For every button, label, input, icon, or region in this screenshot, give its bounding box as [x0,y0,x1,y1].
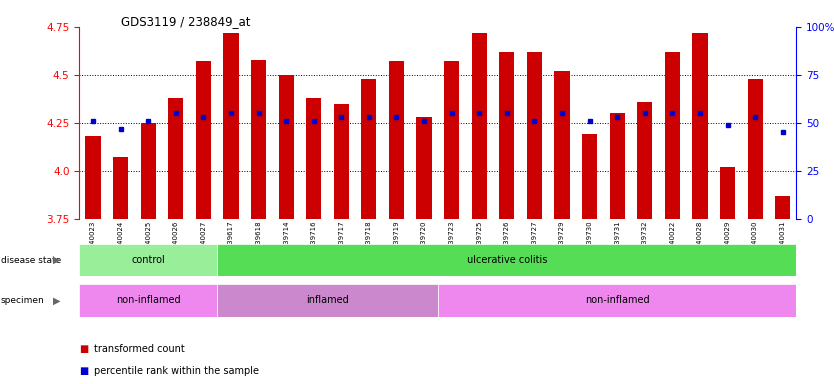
Text: disease state: disease state [1,256,61,265]
Bar [217,284,438,317]
Text: control: control [131,255,165,265]
Bar [637,102,652,219]
Bar [389,61,404,219]
Bar [251,60,266,219]
Bar [168,98,183,219]
Bar [610,113,625,219]
Bar [79,284,217,317]
Text: inflamed: inflamed [306,295,349,306]
Text: ▶: ▶ [53,255,60,265]
Bar [775,196,791,219]
Bar [85,136,101,219]
Text: ▶: ▶ [53,295,60,306]
Bar [217,244,796,276]
Bar [444,61,460,219]
Bar [747,79,762,219]
Bar [113,157,128,219]
Bar [79,244,217,276]
Text: percentile rank within the sample: percentile rank within the sample [94,366,259,376]
Bar [438,284,796,317]
Bar [334,104,349,219]
Text: ■: ■ [79,344,88,354]
Bar [555,71,570,219]
Bar [665,52,680,219]
Text: ulcerative colitis: ulcerative colitis [467,255,547,265]
Bar [196,61,211,219]
Bar [527,52,542,219]
Bar [500,52,515,219]
Text: specimen: specimen [1,296,44,305]
Bar [279,75,294,219]
Bar [472,33,487,219]
Bar [141,123,156,219]
Bar [720,167,735,219]
Bar [416,117,432,219]
Text: ■: ■ [79,366,88,376]
Text: non-inflamed: non-inflamed [585,295,650,306]
Bar [361,79,376,219]
Text: non-inflamed: non-inflamed [116,295,180,306]
Bar [306,98,321,219]
Text: GDS3119 / 238849_at: GDS3119 / 238849_at [121,15,250,28]
Bar [692,33,707,219]
Text: transformed count: transformed count [94,344,185,354]
Bar [582,134,597,219]
Bar [224,33,239,219]
